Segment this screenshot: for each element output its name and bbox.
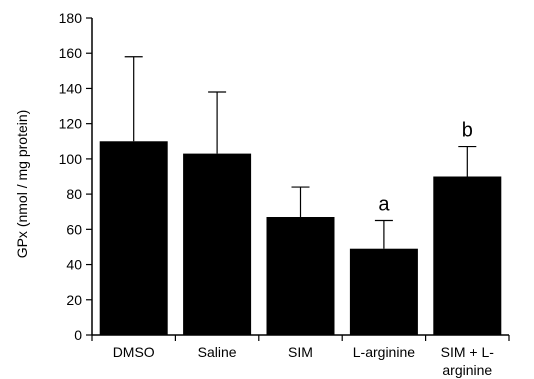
bar	[433, 176, 502, 335]
y-tick-label: 80	[66, 186, 82, 202]
significance-annotations: ab	[378, 120, 473, 216]
x-tick-label: DMSO	[113, 344, 155, 360]
bar	[99, 141, 168, 335]
x-tick-label: arginine	[442, 362, 492, 378]
y-tick-label: 60	[66, 221, 82, 237]
y-tick-label: 180	[59, 10, 83, 26]
y-tick-label: 140	[59, 80, 83, 96]
y-tick-label: 120	[59, 116, 83, 132]
y-tick-label: 0	[74, 327, 82, 343]
error-bars	[124, 56, 477, 249]
significance-letter: b	[462, 120, 473, 142]
y-tick-label: 100	[59, 151, 83, 167]
x-tick-label: SIM	[288, 344, 313, 360]
y-tick-label: 20	[66, 292, 82, 308]
y-tick-label: 40	[66, 257, 82, 273]
y-tick-label: 160	[59, 45, 83, 61]
bar	[183, 153, 252, 335]
significance-letter: a	[378, 194, 390, 216]
y-axis: 0 20 40 60 80 100 120 140 160 180	[59, 10, 93, 343]
x-tick-label: Saline	[198, 344, 237, 360]
bar	[266, 217, 335, 335]
bar	[349, 248, 418, 335]
x-tick-label: SIM + L-	[441, 344, 495, 360]
x-axis: DMSO Saline SIM L-arginine SIM + L-arginine	[91, 334, 510, 378]
x-tick-label: L-arginine	[353, 344, 415, 360]
y-axis-label: GPx (nmol / mg protein)	[14, 110, 30, 259]
bars	[99, 141, 502, 335]
